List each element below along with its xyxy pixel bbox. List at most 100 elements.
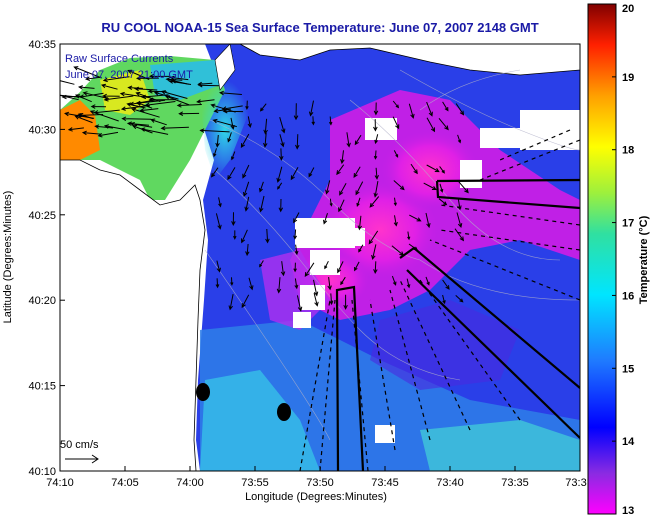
y-axis: 40:35 40:30 40:25 40:20 40:15 40:10 [28, 39, 65, 478]
current-vector [171, 79, 189, 85]
current-vector [64, 111, 95, 119]
legend-line-2: June 07, 2007 21:00 GMT [65, 69, 193, 81]
current-vector [102, 93, 120, 99]
current-vector [259, 195, 265, 213]
current-vector [439, 183, 444, 193]
current-vector [423, 182, 437, 190]
current-vector [406, 278, 411, 289]
colorbar-tick-label: 20 [622, 3, 634, 15]
current-vector [213, 148, 217, 158]
current-vector [354, 134, 362, 146]
current-vector [393, 197, 397, 207]
current-vector [103, 124, 126, 130]
current-vector [228, 294, 234, 311]
current-vector [85, 76, 101, 81]
current-vector [295, 134, 300, 150]
current-vector [311, 116, 315, 126]
current-vector [248, 277, 254, 291]
current-vector [293, 212, 300, 224]
current-vector [374, 134, 379, 145]
current-vector [325, 180, 331, 195]
current-vector [373, 150, 378, 160]
current-vector [294, 278, 299, 290]
x-tick-label: 73:35 [501, 477, 529, 489]
current-vector [93, 109, 120, 115]
current-vector [136, 76, 159, 81]
current-vector [139, 107, 159, 113]
current-vector [426, 101, 433, 117]
current-vector [323, 213, 328, 225]
colorbar-ticks: 20 19 18 17 16 15 14 13 [612, 3, 635, 517]
x-axis-label: Longitude (Degrees:Minutes) [245, 491, 387, 503]
current-vector [338, 199, 345, 213]
current-vector [426, 164, 440, 173]
land-new-jersey [60, 159, 206, 471]
current-vector [210, 167, 219, 178]
y-tick-label: 40:35 [28, 39, 56, 51]
current-vector [102, 76, 130, 83]
current-vector [393, 150, 399, 158]
current-vector [164, 95, 190, 106]
current-vector [278, 198, 284, 213]
current-vector [73, 66, 102, 79]
current-vector [230, 277, 234, 286]
current-vector [216, 260, 221, 273]
current-vector [438, 117, 449, 131]
current-vector [94, 124, 114, 129]
x-tick-label: 74:00 [176, 477, 204, 489]
colorbar-tick-label: 19 [622, 72, 634, 84]
sst-map [60, 44, 580, 471]
current-vector [77, 85, 95, 90]
current-vector [100, 83, 118, 90]
current-vector [129, 122, 153, 128]
current-vector [135, 91, 161, 103]
y-tick-label: 40:20 [28, 295, 56, 307]
current-vector [136, 101, 153, 109]
current-vector [373, 119, 378, 132]
current-vector [457, 180, 469, 194]
current-vector [144, 101, 176, 108]
current-vector [296, 295, 303, 312]
x-tick-label: 73:45 [371, 477, 399, 489]
current-vector [263, 118, 268, 135]
current-vector [340, 276, 346, 286]
current-vector [263, 132, 268, 148]
current-vector [313, 292, 319, 307]
current-vector [245, 243, 250, 257]
scale-arrow [65, 454, 99, 464]
current-vector [455, 295, 464, 303]
current-vector [371, 244, 377, 260]
current-vector [218, 90, 242, 96]
x-axis: 74:10 74:05 74:00 73:55 73:50 73:45 73:40 73:35… [46, 466, 587, 489]
current-vector [308, 100, 314, 117]
current-vector [392, 116, 400, 130]
current-vector [218, 197, 222, 208]
current-vector [259, 260, 264, 268]
y-axis-label: Latitude (Degrees:Minutes) [2, 191, 14, 324]
current-vector [148, 73, 170, 79]
current-vector [337, 261, 344, 274]
legend-line-1: Raw Surface Currents [65, 53, 174, 65]
current-vector [67, 127, 84, 132]
current-vector [456, 212, 463, 229]
current-vector [324, 260, 329, 270]
current-vector [265, 228, 270, 244]
chart-title: RU COOL NOAA-15 Sea Surface Temperature:… [101, 20, 538, 35]
current-vector [355, 181, 364, 196]
current-vector [215, 278, 220, 289]
y-tick-label: 40:30 [28, 124, 56, 136]
y-tick-label: 40:15 [28, 381, 56, 393]
current-vector [343, 294, 348, 310]
current-vector [178, 111, 200, 116]
current-vector [276, 166, 283, 183]
current-vector [244, 196, 250, 212]
current-vector [215, 134, 220, 148]
colorbar [587, 3, 617, 515]
current-vector [127, 85, 143, 91]
current-vector [368, 230, 379, 245]
current-vector [393, 215, 398, 227]
x-tick-label: 73:3 [565, 477, 586, 489]
current-vector [393, 180, 405, 191]
current-vector [60, 94, 80, 98]
current-vector [407, 231, 411, 241]
